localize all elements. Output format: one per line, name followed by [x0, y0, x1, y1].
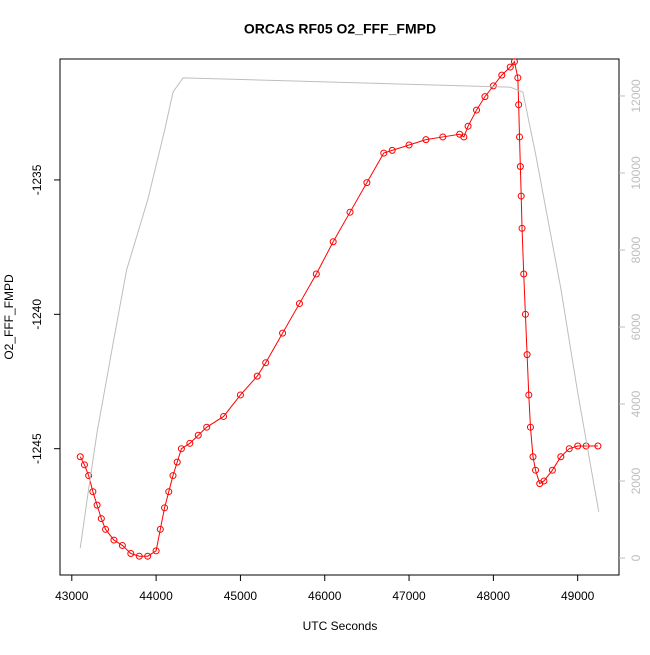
y2-tick-label: 12000	[629, 79, 643, 113]
data-point	[203, 423, 211, 431]
x-tick-label: 43000	[55, 589, 89, 603]
data-point	[156, 525, 164, 533]
data-point	[177, 445, 185, 453]
data-point	[110, 536, 118, 544]
data-point	[97, 515, 105, 523]
data-point	[460, 133, 468, 141]
data-point	[346, 208, 354, 216]
data-point	[80, 461, 88, 469]
data-point	[173, 458, 181, 466]
data-point	[329, 238, 337, 246]
data-point	[253, 372, 261, 380]
data-point	[312, 270, 320, 278]
x-tick-label: 48000	[477, 589, 511, 603]
data-point	[127, 550, 135, 557]
data-point	[295, 300, 303, 308]
data-point	[526, 423, 534, 431]
plot-frame	[59, 58, 620, 576]
data-point	[489, 82, 497, 90]
data-point	[279, 329, 287, 337]
y-tick-label: -1245	[30, 433, 44, 464]
x-tick-label: 49000	[561, 589, 595, 603]
chart-title: ORCAS RF05 O2_FFF_FMPD	[244, 21, 436, 37]
data-point	[165, 488, 173, 496]
data-point	[518, 224, 526, 232]
data-point	[594, 442, 602, 450]
series-line	[79, 60, 598, 557]
data-point	[557, 453, 565, 461]
data-point	[517, 192, 525, 200]
data-point	[510, 58, 518, 66]
data-point	[523, 351, 531, 359]
data-point	[405, 141, 413, 149]
data-point	[540, 477, 548, 485]
data-point	[529, 453, 537, 461]
data-point	[532, 466, 540, 474]
data-point	[85, 472, 93, 480]
data-point	[152, 547, 160, 555]
data-point	[422, 136, 430, 144]
data-point	[565, 445, 573, 453]
data-point	[194, 431, 202, 439]
x-axis-label: UTC Seconds	[303, 619, 378, 633]
data-point	[521, 310, 529, 318]
y2-tick-label: 6000	[629, 313, 643, 340]
x-tick-label: 44000	[139, 589, 173, 603]
data-point	[520, 270, 528, 278]
data-point	[93, 501, 101, 509]
data-point	[144, 552, 152, 560]
data-point	[548, 466, 556, 474]
data-point	[388, 146, 396, 154]
data-point	[363, 179, 371, 187]
x-tick-label: 45000	[224, 589, 258, 603]
data-point	[161, 504, 169, 512]
data-point	[220, 412, 228, 420]
data-point	[464, 122, 472, 130]
series-line	[79, 77, 600, 549]
data-point	[89, 488, 97, 496]
y2-tick-label: 0	[629, 554, 643, 561]
data-point	[506, 63, 514, 71]
data-point	[380, 149, 388, 157]
data-point	[515, 101, 523, 109]
data-point	[473, 106, 481, 114]
data-point	[498, 71, 506, 79]
data-point	[514, 74, 522, 82]
y2-tick-label: 8000	[629, 236, 643, 263]
data-point	[262, 359, 270, 367]
data-point	[236, 391, 244, 399]
data-point	[76, 453, 84, 461]
y-tick-label: -1235	[30, 164, 44, 195]
x-tick-label: 46000	[308, 589, 342, 603]
data-point	[118, 541, 126, 549]
data-point	[516, 163, 524, 170]
y-axis-label: O2_FFF_FMPD	[2, 274, 16, 360]
data-point	[135, 552, 143, 560]
data-point	[439, 133, 447, 141]
x-tick-label: 47000	[392, 589, 426, 603]
data-point	[516, 133, 524, 141]
data-point	[525, 391, 533, 399]
data-point	[574, 442, 582, 450]
data-point	[169, 472, 177, 480]
y2-tick-label: 10000	[629, 156, 643, 190]
y-tick-label: -1240	[30, 299, 44, 330]
y2-tick-label: 2000	[629, 467, 643, 494]
data-point	[102, 525, 110, 533]
data-point	[186, 439, 194, 447]
y2-tick-label: 4000	[629, 390, 643, 417]
data-point	[481, 93, 489, 101]
